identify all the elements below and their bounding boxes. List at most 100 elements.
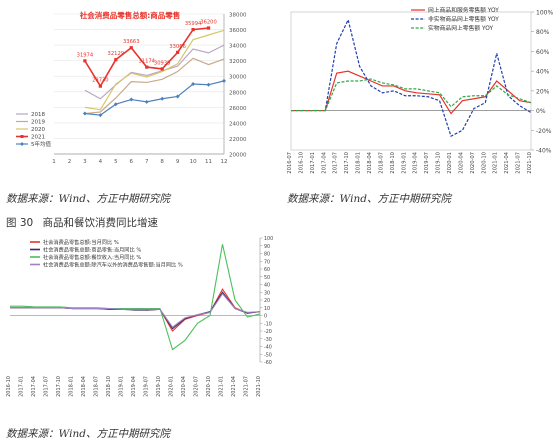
data-point <box>145 65 149 69</box>
series-line-5年均值 <box>84 80 225 116</box>
x-tick-label: 2020-10 <box>206 376 212 397</box>
y-tick-label: 0 <box>264 314 267 320</box>
y-tick-label: 90 <box>264 244 270 250</box>
legend-label-2019: 2019 <box>31 120 45 126</box>
x-tick-label: 2021-04 <box>231 376 237 397</box>
x-tick-label: 2021-01 <box>493 152 499 174</box>
data-point <box>98 113 103 118</box>
figure-title: 图 30 商品和餐饮消费同比增速 <box>6 215 164 230</box>
x-tick-label: 2018-01 <box>69 376 75 397</box>
data-label: 33066 <box>169 44 186 50</box>
series-line-4 <box>10 292 261 328</box>
x-tick-label: 8 <box>160 159 164 165</box>
data-point <box>114 58 118 62</box>
y-tick-label: 24000 <box>229 121 247 127</box>
source-note-c: 数据来源：Wind、方正中期研究院 <box>6 428 170 440</box>
series-line-2018 <box>84 44 225 100</box>
y-tick-label: -20 <box>264 329 272 335</box>
data-label: 28730 <box>92 78 109 84</box>
chart-commodity-retail: 20000 22000 24000 26000 28000 30000 32000 34000… <box>2 2 270 182</box>
x-tick-label: 2017-07 <box>333 152 339 174</box>
x-tick-label: 2017-01 <box>19 376 25 397</box>
y-tick-label: 100% <box>536 10 553 17</box>
source-note-a: 数据来源：Wind、方正中期研究院 <box>6 193 170 205</box>
x-tick-label: 9 <box>176 159 180 165</box>
figure-title-text: 商品和餐饮消费同比增速 <box>42 217 159 229</box>
y-tick-label: 80% <box>536 29 550 36</box>
chart-online-retail-yoy: -40% -20% 0% 20% 40% 60% 80% 100% 2016-07 2016-10… <box>283 2 557 187</box>
series-line-3 <box>10 244 261 351</box>
x-tick-label: 2018-10 <box>106 376 112 397</box>
legend-label-4: 社会消费品零售总额:除汽车以外的消费品零售额:当月同比 % <box>43 261 183 269</box>
x-tick-label: 5 <box>114 159 118 165</box>
data-point <box>206 26 211 30</box>
x-tick-label: 2017-10 <box>344 152 350 174</box>
series-line-2 <box>291 18 532 138</box>
data-label: 35994 <box>185 21 202 27</box>
y-tick-label: 50 <box>264 275 270 281</box>
figure-number: 图 30 <box>6 217 34 229</box>
x-tick-label: 2018-10 <box>390 152 396 174</box>
legend-label-2: 非实物商品网上零售额 YOY <box>428 15 499 23</box>
data-label: 33663 <box>123 39 140 45</box>
y-tick-label: 20000 <box>229 153 247 159</box>
data-label: 31174 <box>138 59 155 65</box>
x-tick-label: 2019-10 <box>436 152 442 174</box>
chart-title: 社会消费品零售总额:商品零售 <box>79 10 181 20</box>
x-tick-label: 2020-07 <box>470 152 476 174</box>
y-tick-label: 100 <box>264 236 273 242</box>
data-point <box>144 99 149 104</box>
y-tick-label: 32000 <box>229 59 247 65</box>
series-line-2020 <box>84 29 225 111</box>
x-tick-label: 2021-04 <box>504 151 510 173</box>
chart-consumption-yoy: -60 -50 -40 -30 -20 -10 0 10 20 30 40 50 60 70 80 90 100… <box>2 234 274 422</box>
y-tick-label: 20 <box>264 298 270 304</box>
data-point <box>160 67 164 71</box>
x-tick-label: 2021-10 <box>527 152 533 174</box>
data-point <box>206 82 211 87</box>
x-tick-label: 2018-07 <box>378 152 384 174</box>
y-tick-label: -20% <box>536 128 552 135</box>
x-tick-label: 2021-01 <box>219 376 225 397</box>
legend-marker <box>20 142 24 146</box>
series-line-2 <box>10 291 261 330</box>
y-tick-label: 34000 <box>229 44 247 50</box>
x-tick-label: 2018-07 <box>94 376 100 397</box>
x-tick-label: 2016-10 <box>298 152 304 174</box>
data-point <box>82 111 87 116</box>
y-tick-label: -10 <box>264 321 272 327</box>
legend-label-3: 实物商品网上零售额 YOY <box>428 24 493 32</box>
data-label: 32129 <box>108 51 125 57</box>
legend-label-5年均值: 5年均值 <box>31 140 51 148</box>
y-tick-label: 60% <box>536 49 550 56</box>
data-point <box>191 28 195 32</box>
y-tick-label: 38000 <box>229 13 247 19</box>
y-tick-label: 30000 <box>229 75 247 81</box>
legend-label-3: 社会消费品零售总额:餐饮收入:当月同比 % <box>43 253 141 261</box>
y-tick-label: -40 <box>264 345 272 351</box>
x-tick-label: 1 <box>52 159 56 165</box>
y-tick-label: -30 <box>264 337 272 343</box>
series-line-1 <box>291 70 532 115</box>
x-tick-label: 2020-07 <box>194 376 200 397</box>
x-tick-label: 10 <box>190 159 197 165</box>
y-tick-label: 20% <box>536 88 550 95</box>
data-label: 31974 <box>77 52 94 58</box>
x-tick-label: 2020-01 <box>447 152 453 174</box>
data-point <box>191 82 196 86</box>
x-tick-label: 2021-07 <box>244 376 250 397</box>
x-tick-label: 2016-07 <box>287 152 293 174</box>
y-tick-label: 36000 <box>229 28 247 34</box>
x-tick-label: 2019-07 <box>144 376 150 397</box>
x-tick-label: 3 <box>83 159 87 165</box>
x-tick-label: 2020-04 <box>458 151 464 173</box>
data-label: 36200 <box>200 20 217 26</box>
y-tick-label: 10 <box>264 306 270 312</box>
y-tick-label: 80 <box>264 252 270 258</box>
x-tick-label: 2018-01 <box>356 152 362 174</box>
x-tick-label: 2021-07 <box>516 152 522 174</box>
data-point <box>129 97 134 102</box>
y-tick-label: 26000 <box>229 106 247 112</box>
data-point <box>176 50 180 54</box>
x-tick-label: 2017-04 <box>321 151 327 173</box>
